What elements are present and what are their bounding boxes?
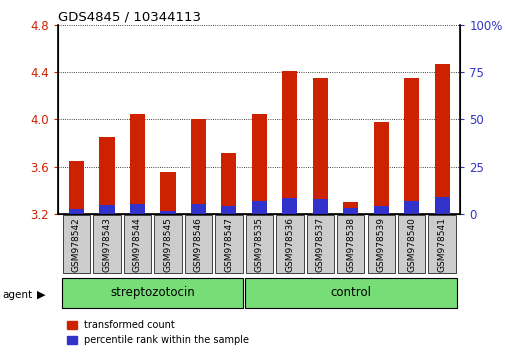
Text: GSM978539: GSM978539 xyxy=(376,217,385,272)
Bar xyxy=(434,64,449,214)
Bar xyxy=(69,161,84,214)
Bar xyxy=(367,215,394,273)
Text: control: control xyxy=(330,286,371,299)
Text: ▶: ▶ xyxy=(37,290,45,299)
Text: GSM978546: GSM978546 xyxy=(193,217,203,272)
Bar xyxy=(62,278,243,308)
Bar xyxy=(69,209,84,214)
Bar xyxy=(99,137,114,214)
Text: agent: agent xyxy=(3,290,33,299)
Bar xyxy=(428,215,455,273)
Bar xyxy=(276,215,303,273)
Text: GSM978545: GSM978545 xyxy=(163,217,172,272)
Bar xyxy=(342,202,358,214)
Legend: transformed count, percentile rank within the sample: transformed count, percentile rank withi… xyxy=(63,316,253,349)
Text: streptozotocin: streptozotocin xyxy=(110,286,194,299)
Bar xyxy=(190,119,206,214)
Bar xyxy=(221,206,236,214)
Bar xyxy=(123,215,151,273)
Bar xyxy=(342,208,358,214)
Bar xyxy=(63,215,90,273)
Bar xyxy=(130,204,145,214)
Bar xyxy=(215,215,242,273)
Bar xyxy=(373,122,388,214)
Text: GSM978537: GSM978537 xyxy=(315,217,324,272)
Bar xyxy=(130,114,145,214)
Text: GSM978540: GSM978540 xyxy=(407,217,416,272)
Bar xyxy=(282,198,297,214)
Bar xyxy=(397,215,425,273)
Bar xyxy=(160,172,175,214)
Bar xyxy=(312,199,327,214)
Text: GSM978547: GSM978547 xyxy=(224,217,233,272)
Text: GSM978541: GSM978541 xyxy=(437,217,446,272)
Text: GSM978542: GSM978542 xyxy=(72,217,81,272)
Bar xyxy=(184,215,212,273)
Bar xyxy=(336,215,364,273)
Bar xyxy=(244,278,456,308)
Bar xyxy=(251,201,267,214)
Bar xyxy=(251,114,267,214)
Bar xyxy=(154,215,181,273)
Text: GDS4845 / 10344113: GDS4845 / 10344113 xyxy=(58,11,201,24)
Bar xyxy=(221,153,236,214)
Bar xyxy=(190,204,206,214)
Bar xyxy=(306,215,333,273)
Bar xyxy=(282,71,297,214)
Bar xyxy=(403,78,419,214)
Text: GSM978535: GSM978535 xyxy=(255,217,263,272)
Text: GSM978538: GSM978538 xyxy=(345,217,355,272)
Bar xyxy=(403,201,419,214)
Bar xyxy=(373,206,388,214)
Bar xyxy=(245,215,273,273)
Bar xyxy=(312,78,327,214)
Text: GSM978543: GSM978543 xyxy=(102,217,111,272)
Bar xyxy=(99,205,114,214)
Bar xyxy=(93,215,120,273)
Text: GSM978536: GSM978536 xyxy=(285,217,294,272)
Text: GSM978544: GSM978544 xyxy=(133,217,141,272)
Bar xyxy=(160,211,175,214)
Bar xyxy=(434,197,449,214)
